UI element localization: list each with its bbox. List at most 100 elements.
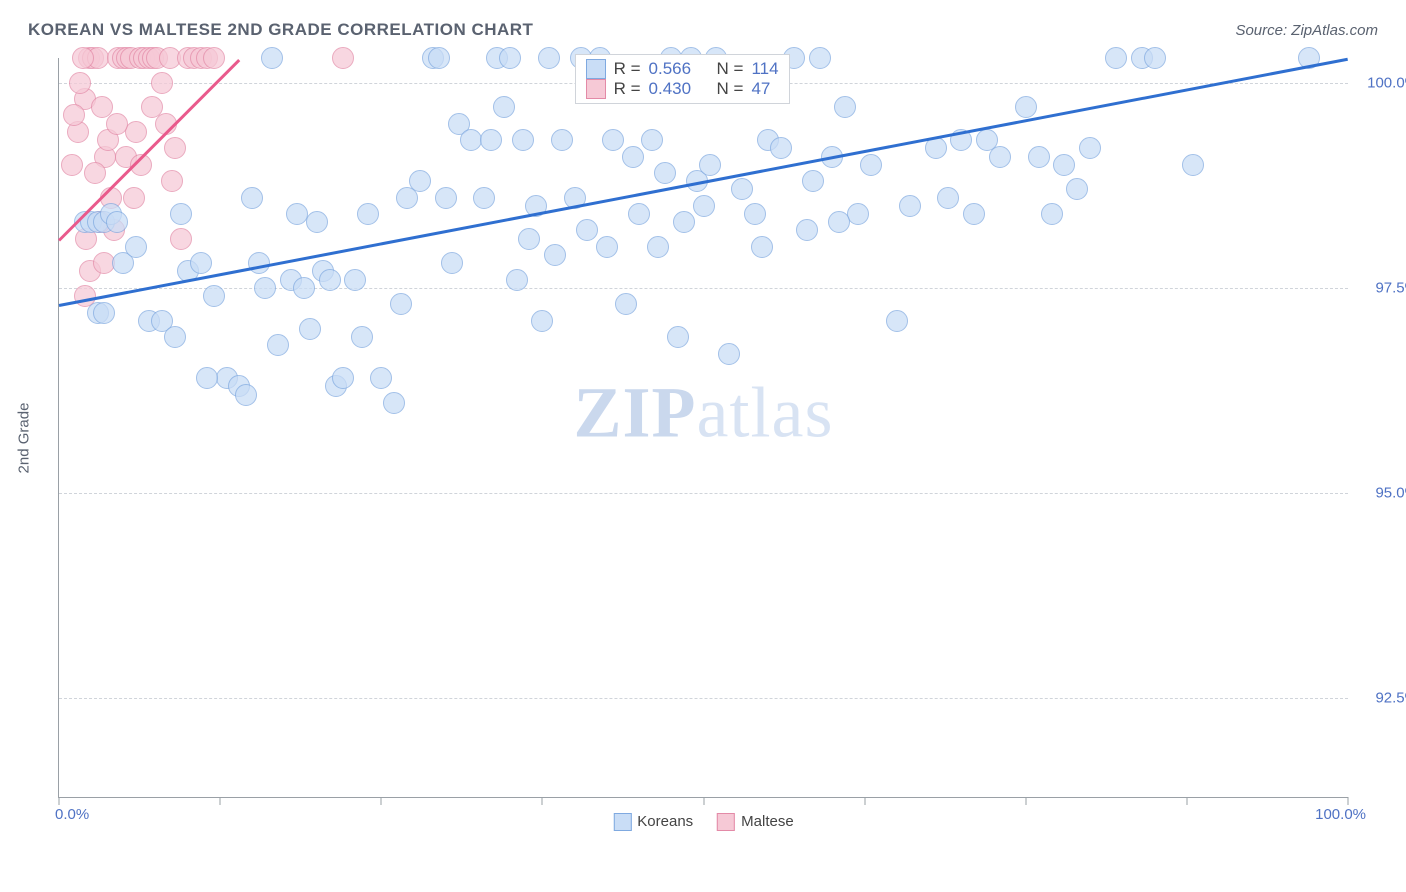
legend-n-label: N =	[717, 79, 744, 99]
data-point-koreans	[1079, 137, 1101, 159]
data-point-koreans	[731, 178, 753, 200]
data-point-koreans	[390, 293, 412, 315]
data-point-koreans	[235, 384, 257, 406]
data-point-koreans	[1066, 178, 1088, 200]
data-point-koreans	[847, 203, 869, 225]
x-tick-mark	[542, 797, 543, 805]
legend-label: Koreans	[637, 813, 693, 830]
data-point-maltese	[203, 47, 225, 69]
data-point-koreans	[1015, 96, 1037, 118]
data-point-koreans	[435, 187, 457, 209]
data-point-koreans	[351, 326, 373, 348]
data-point-koreans	[538, 47, 560, 69]
data-point-koreans	[673, 211, 695, 233]
data-point-koreans	[203, 285, 225, 307]
legend-swatch	[586, 59, 606, 79]
data-point-koreans	[802, 170, 824, 192]
data-point-koreans	[596, 236, 618, 258]
data-point-koreans	[809, 47, 831, 69]
data-point-koreans	[319, 269, 341, 291]
data-point-koreans	[254, 277, 276, 299]
data-point-koreans	[628, 203, 650, 225]
data-point-maltese	[72, 47, 94, 69]
data-point-maltese	[332, 47, 354, 69]
data-point-koreans	[654, 162, 676, 184]
chart-title: KOREAN VS MALTESE 2ND GRADE CORRELATION …	[28, 20, 533, 39]
data-point-koreans	[937, 187, 959, 209]
y-tick-label: 100.0%	[1358, 74, 1406, 91]
data-point-koreans	[1041, 203, 1063, 225]
correlation-row-koreans: R = 0.566 N = 114	[586, 59, 779, 79]
legend-n-label: N =	[717, 59, 744, 79]
data-point-maltese	[141, 96, 163, 118]
data-point-koreans	[480, 129, 502, 151]
data-point-koreans	[770, 137, 792, 159]
data-point-maltese	[106, 113, 128, 135]
data-point-maltese	[69, 72, 91, 94]
data-point-maltese	[125, 121, 147, 143]
data-point-koreans	[473, 187, 495, 209]
legend-n-value: 114	[751, 59, 778, 79]
series-legend: Koreans Maltese	[613, 813, 793, 831]
legend-swatch	[586, 79, 606, 99]
data-point-koreans	[428, 47, 450, 69]
data-point-koreans	[531, 310, 553, 332]
data-point-koreans	[332, 367, 354, 389]
legend-n-value: 47	[751, 79, 770, 99]
data-point-koreans	[164, 326, 186, 348]
watermark: ZIPatlas	[574, 371, 834, 454]
data-point-koreans	[357, 203, 379, 225]
legend-r-value: 0.566	[649, 59, 692, 79]
data-point-koreans	[241, 187, 263, 209]
data-point-maltese	[123, 187, 145, 209]
data-point-koreans	[899, 195, 921, 217]
data-point-koreans	[506, 269, 528, 291]
chart-source: Source: ZipAtlas.com	[1235, 22, 1378, 39]
y-tick-label: 92.5%	[1358, 690, 1406, 707]
data-point-maltese	[61, 154, 83, 176]
correlation-legend: R = 0.566 N = 114R = 0.430 N = 47	[575, 54, 790, 104]
data-point-koreans	[544, 244, 566, 266]
data-point-koreans	[699, 154, 721, 176]
data-point-koreans	[267, 334, 289, 356]
data-point-koreans	[693, 195, 715, 217]
data-point-koreans	[344, 269, 366, 291]
data-point-koreans	[293, 277, 315, 299]
data-point-koreans	[93, 302, 115, 324]
legend-label: Maltese	[741, 813, 794, 830]
data-point-koreans	[1053, 154, 1075, 176]
data-point-koreans	[602, 129, 624, 151]
data-point-koreans	[828, 211, 850, 233]
data-point-koreans	[744, 203, 766, 225]
x-tick-mark	[381, 797, 382, 805]
data-point-koreans	[106, 211, 128, 233]
legend-r-value: 0.430	[649, 79, 692, 99]
legend-swatch	[613, 813, 631, 831]
data-point-koreans	[718, 343, 740, 365]
gridline	[59, 493, 1348, 494]
data-point-koreans	[641, 129, 663, 151]
x-tick-mark	[1025, 797, 1026, 805]
gridline	[59, 288, 1348, 289]
data-point-koreans	[989, 146, 1011, 168]
data-point-koreans	[1144, 47, 1166, 69]
x-tick-label: 0.0%	[55, 806, 89, 823]
data-point-koreans	[886, 310, 908, 332]
data-point-maltese	[63, 104, 85, 126]
plot-area: ZIPatlas 100.0%97.5%95.0%92.5%0.0%100.0%…	[58, 58, 1348, 798]
plot-container: 2nd Grade ZIPatlas 100.0%97.5%95.0%92.5%…	[28, 58, 1378, 818]
data-point-maltese	[170, 228, 192, 250]
data-point-maltese	[84, 162, 106, 184]
data-point-koreans	[196, 367, 218, 389]
y-axis-label: 2nd Grade	[16, 403, 33, 474]
watermark-rest: atlas	[697, 372, 834, 452]
x-tick-mark	[220, 797, 221, 805]
x-tick-mark	[1186, 797, 1187, 805]
data-point-koreans	[647, 236, 669, 258]
legend-swatch	[717, 813, 735, 831]
legend-item-maltese: Maltese	[717, 813, 794, 831]
data-point-koreans	[499, 47, 521, 69]
data-point-maltese	[164, 137, 186, 159]
data-point-koreans	[860, 154, 882, 176]
x-tick-mark	[703, 797, 704, 805]
